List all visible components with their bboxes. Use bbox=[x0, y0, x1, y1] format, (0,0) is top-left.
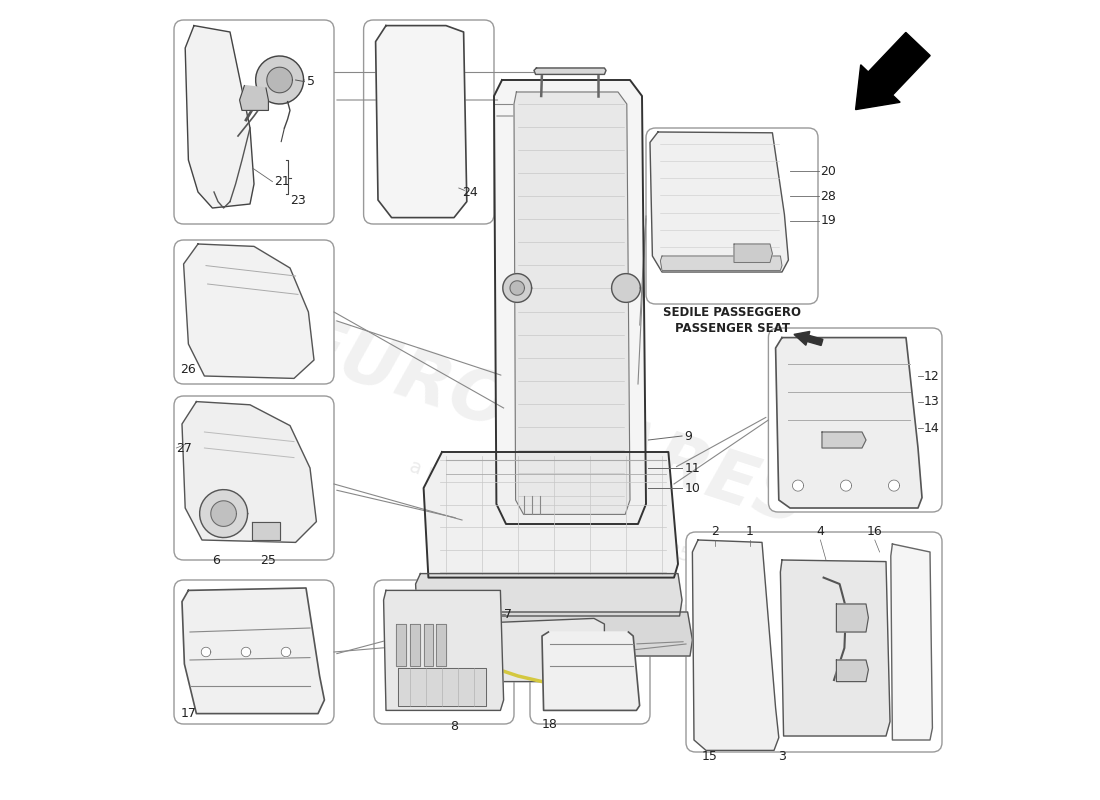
Text: PASSENGER SEAT: PASSENGER SEAT bbox=[675, 322, 790, 335]
Polygon shape bbox=[891, 544, 933, 740]
FancyBboxPatch shape bbox=[174, 396, 334, 560]
Text: 9: 9 bbox=[684, 430, 692, 442]
Text: 4: 4 bbox=[816, 525, 824, 538]
Polygon shape bbox=[458, 618, 604, 682]
Text: 12: 12 bbox=[924, 370, 939, 382]
Polygon shape bbox=[660, 256, 782, 270]
Polygon shape bbox=[241, 647, 251, 657]
Polygon shape bbox=[776, 338, 922, 508]
Polygon shape bbox=[252, 522, 279, 540]
FancyBboxPatch shape bbox=[686, 532, 942, 752]
Polygon shape bbox=[494, 80, 646, 524]
Polygon shape bbox=[282, 647, 290, 657]
Polygon shape bbox=[184, 244, 314, 378]
FancyBboxPatch shape bbox=[530, 624, 650, 724]
Text: 27: 27 bbox=[176, 442, 192, 454]
Text: 1: 1 bbox=[746, 525, 754, 538]
Polygon shape bbox=[550, 664, 582, 682]
Polygon shape bbox=[384, 590, 504, 710]
FancyBboxPatch shape bbox=[364, 20, 494, 224]
Polygon shape bbox=[424, 452, 678, 578]
Polygon shape bbox=[836, 660, 868, 682]
Polygon shape bbox=[201, 647, 211, 657]
Polygon shape bbox=[612, 274, 640, 302]
Text: 5: 5 bbox=[307, 75, 315, 88]
FancyBboxPatch shape bbox=[174, 580, 334, 724]
Polygon shape bbox=[375, 26, 466, 218]
Polygon shape bbox=[840, 480, 851, 491]
Text: 21: 21 bbox=[274, 175, 289, 188]
Text: a passion for parts since 1985: a passion for parts since 1985 bbox=[407, 458, 693, 566]
Polygon shape bbox=[240, 86, 268, 110]
Polygon shape bbox=[836, 604, 868, 632]
Polygon shape bbox=[437, 624, 446, 666]
Polygon shape bbox=[396, 624, 406, 666]
Polygon shape bbox=[398, 668, 486, 706]
Text: 3: 3 bbox=[778, 750, 785, 763]
Text: 2: 2 bbox=[711, 525, 718, 538]
Text: 8: 8 bbox=[450, 720, 458, 733]
Polygon shape bbox=[889, 480, 900, 491]
Text: 25: 25 bbox=[261, 554, 276, 566]
Polygon shape bbox=[514, 92, 630, 514]
Text: 15: 15 bbox=[702, 750, 718, 763]
Polygon shape bbox=[780, 560, 890, 736]
Text: 17: 17 bbox=[180, 707, 196, 720]
Polygon shape bbox=[182, 588, 324, 714]
Text: 20: 20 bbox=[821, 165, 836, 178]
FancyArrow shape bbox=[856, 33, 931, 110]
Text: 24: 24 bbox=[462, 186, 477, 198]
Polygon shape bbox=[416, 574, 682, 616]
Polygon shape bbox=[403, 612, 692, 656]
Text: 13: 13 bbox=[924, 395, 939, 408]
FancyArrow shape bbox=[794, 331, 823, 346]
Polygon shape bbox=[255, 56, 304, 104]
Polygon shape bbox=[792, 480, 804, 491]
Polygon shape bbox=[410, 624, 419, 666]
Text: SEDILE PASSEGGERO: SEDILE PASSEGGERO bbox=[663, 306, 802, 319]
Text: 7: 7 bbox=[504, 608, 512, 621]
Text: 19: 19 bbox=[821, 214, 836, 227]
Polygon shape bbox=[650, 132, 789, 272]
FancyBboxPatch shape bbox=[769, 328, 942, 512]
Polygon shape bbox=[510, 281, 525, 295]
Text: 23: 23 bbox=[290, 194, 306, 206]
Text: 14: 14 bbox=[924, 422, 939, 434]
Polygon shape bbox=[822, 432, 866, 448]
Polygon shape bbox=[182, 402, 317, 542]
Polygon shape bbox=[267, 67, 293, 93]
Text: 11: 11 bbox=[684, 462, 700, 474]
Polygon shape bbox=[503, 274, 531, 302]
Text: 10: 10 bbox=[684, 482, 701, 494]
Polygon shape bbox=[185, 26, 254, 208]
Text: 16: 16 bbox=[867, 525, 882, 538]
Polygon shape bbox=[534, 68, 606, 74]
Text: 18: 18 bbox=[542, 718, 558, 731]
Text: 1985: 1985 bbox=[668, 560, 880, 688]
Text: 26: 26 bbox=[180, 363, 196, 376]
FancyBboxPatch shape bbox=[646, 128, 818, 304]
FancyBboxPatch shape bbox=[174, 20, 334, 224]
Text: 6: 6 bbox=[211, 554, 220, 566]
Polygon shape bbox=[692, 540, 779, 750]
FancyBboxPatch shape bbox=[374, 580, 514, 724]
Polygon shape bbox=[424, 624, 433, 666]
Polygon shape bbox=[734, 244, 772, 262]
FancyBboxPatch shape bbox=[174, 240, 334, 384]
Polygon shape bbox=[200, 490, 248, 538]
Text: 28: 28 bbox=[821, 190, 836, 202]
Polygon shape bbox=[211, 501, 236, 526]
Text: EUROSPARES: EUROSPARES bbox=[284, 308, 816, 540]
Polygon shape bbox=[542, 632, 639, 710]
